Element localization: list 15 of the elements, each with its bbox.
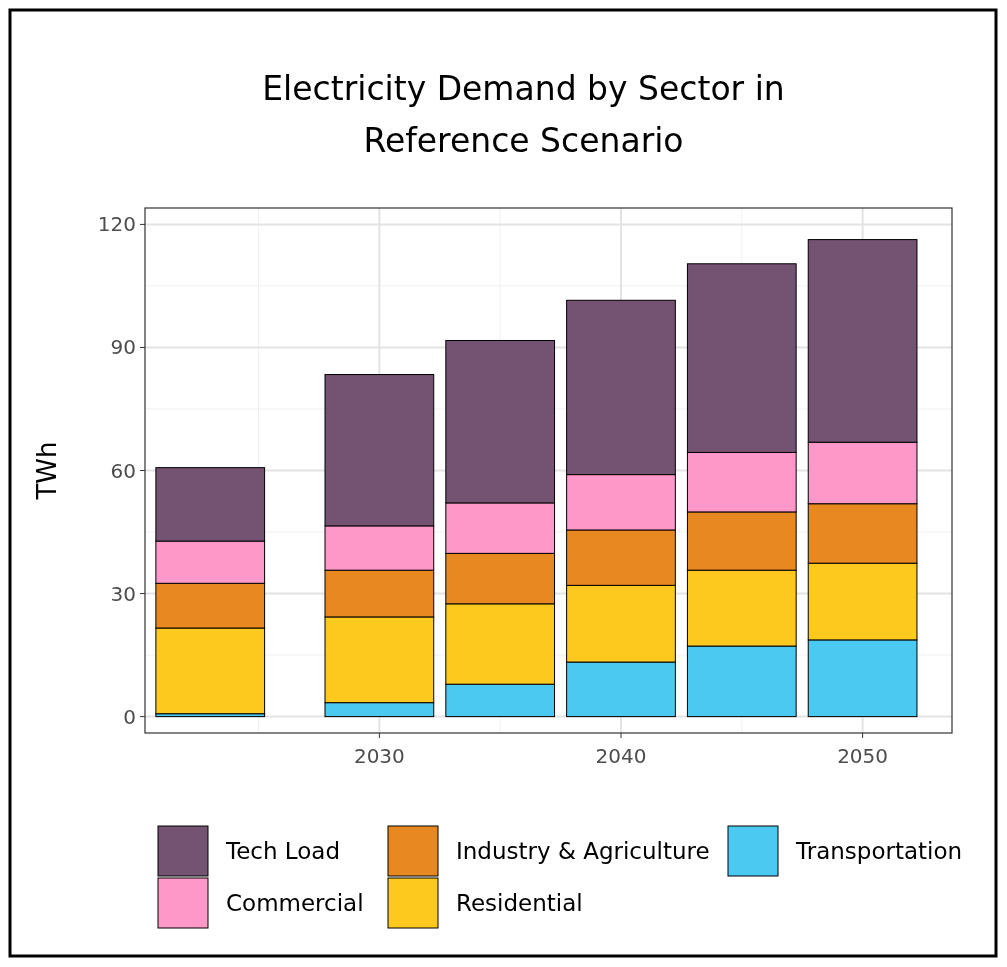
y-tick-label: 120	[97, 212, 136, 237]
y-axis-title: TWh	[32, 441, 62, 501]
x-tick-label: 2030	[353, 744, 405, 768]
legend-label: Tech Load	[225, 838, 341, 864]
y-tick-label: 60	[110, 458, 136, 483]
legend-label: Industry & Agriculture	[456, 838, 710, 864]
y-tick-label: 30	[110, 581, 136, 606]
legend-label: Residential	[456, 890, 583, 916]
legend-label: Transportation	[795, 838, 963, 864]
y-tick-label: 0	[123, 704, 136, 729]
y-tick-label: 90	[110, 335, 136, 360]
chart-title: Electricity Demand by Sector in Reference Scenario	[262, 69, 785, 160]
legend-label: Commercial	[226, 890, 364, 916]
x-tick-label: 2050	[837, 744, 889, 768]
x-tick-label: 2040	[595, 744, 647, 768]
